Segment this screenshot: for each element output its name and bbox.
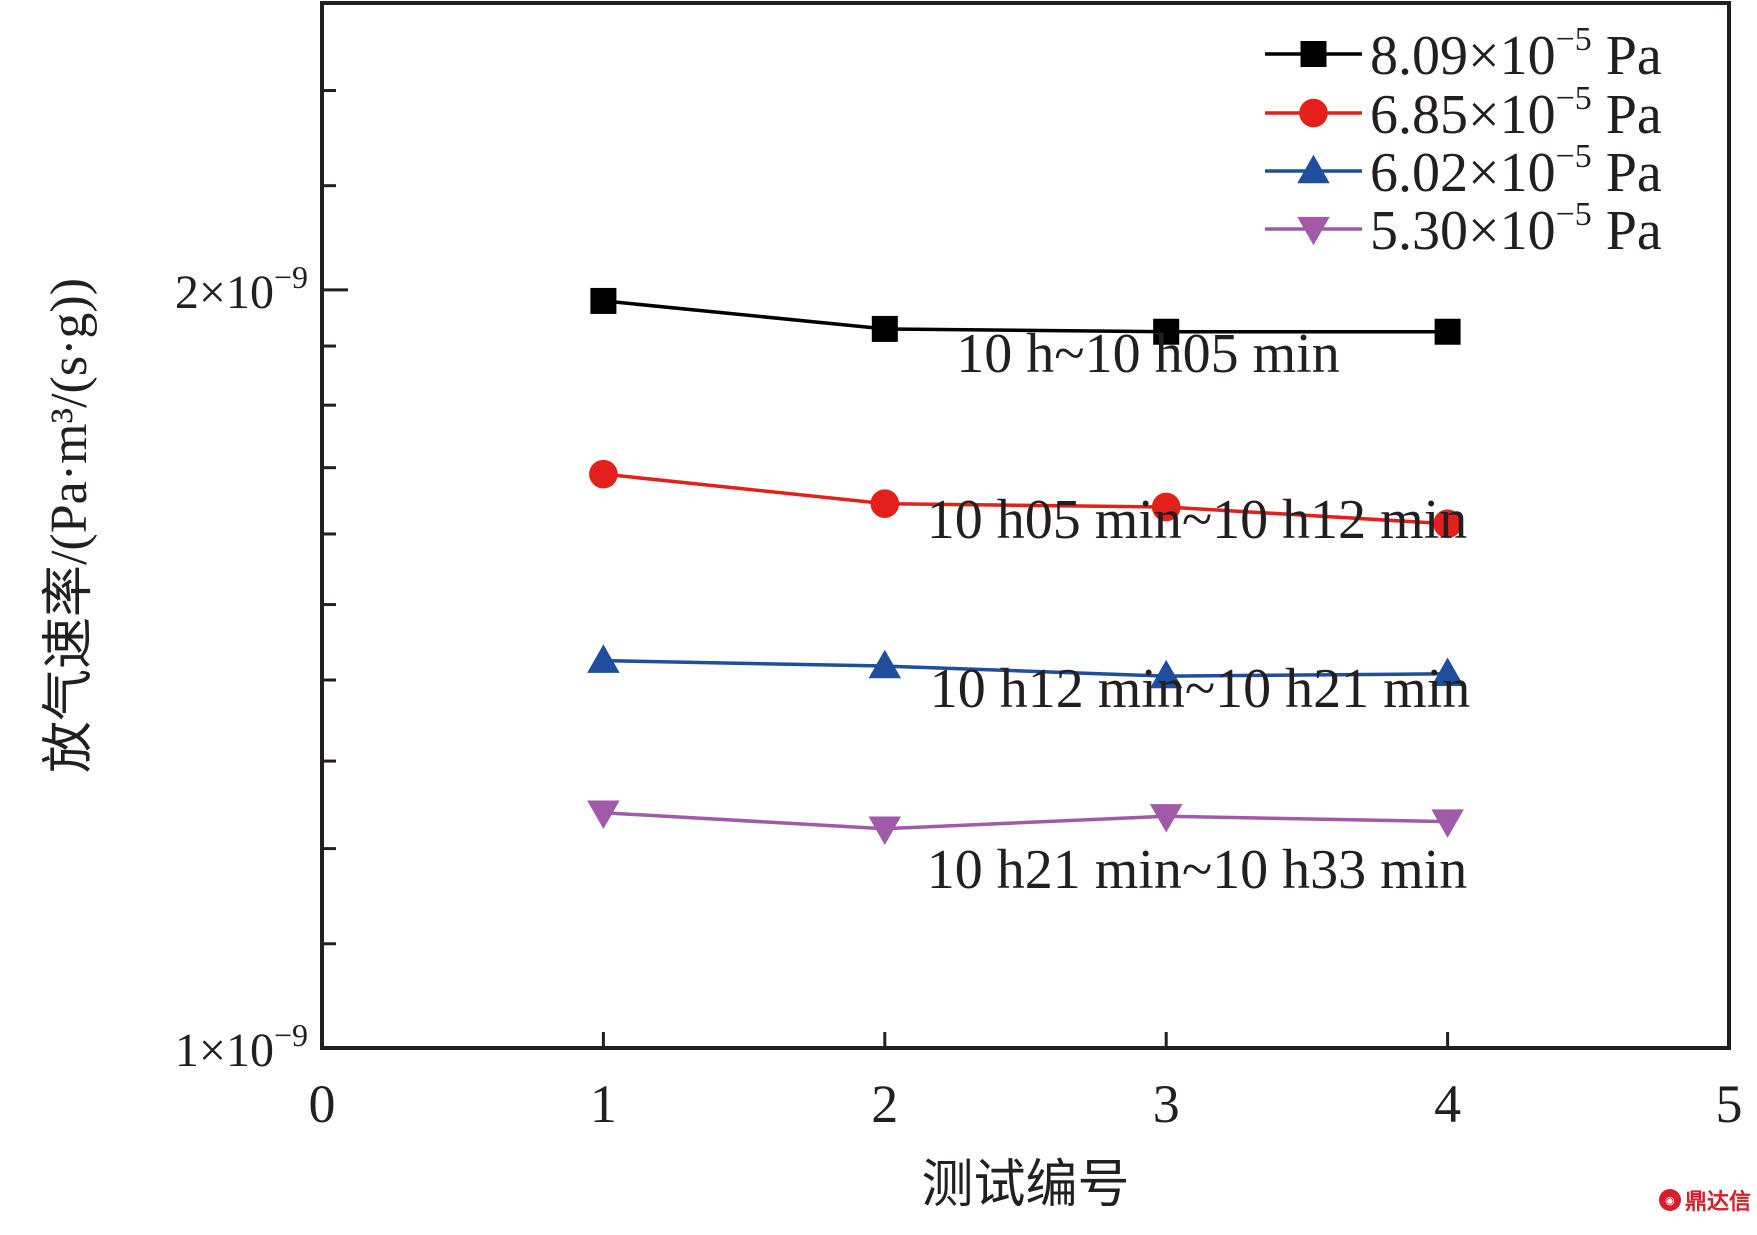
legend-label: 6.02×10−5 Pa bbox=[1370, 138, 1662, 204]
data-point bbox=[1151, 492, 1181, 522]
legend-label: 5.30×10−5 Pa bbox=[1370, 196, 1662, 262]
data-point bbox=[870, 489, 900, 518]
series-annotation: 10 h12 min~10 h21 min bbox=[930, 658, 1471, 720]
data-point bbox=[1431, 657, 1464, 686]
watermark: ◉ 鼎达信 bbox=[1658, 1184, 1751, 1216]
legend-label: 6.85×10−5 Pa bbox=[1370, 80, 1662, 146]
x-tick-label: 1 bbox=[590, 1074, 617, 1134]
data-point bbox=[587, 800, 620, 829]
data-point bbox=[590, 287, 617, 314]
data-point bbox=[1434, 318, 1461, 345]
legend-marker bbox=[1297, 216, 1330, 246]
legend-label: 8.09×10−5 Pa bbox=[1370, 21, 1662, 87]
series-line bbox=[603, 810, 1448, 831]
x-tick-label: 4 bbox=[1434, 1074, 1461, 1134]
data-point bbox=[1431, 809, 1464, 838]
series-line bbox=[603, 472, 1448, 526]
y-tick-label: 1×10−9 bbox=[175, 1017, 308, 1077]
data-point bbox=[868, 649, 902, 679]
logo-icon: ◉ bbox=[1658, 1189, 1681, 1211]
watermark-text: 鼎达信 bbox=[1684, 1190, 1751, 1215]
y-tick-label: 2×10−9 bbox=[175, 259, 308, 319]
x-tick-label: 2 bbox=[871, 1074, 898, 1134]
series-annotation: 10 h21 min~10 h33 min bbox=[927, 839, 1468, 901]
series-line bbox=[603, 658, 1448, 678]
x-axis-title: 测试编号 bbox=[921, 1157, 1129, 1214]
series-line bbox=[603, 299, 1448, 334]
x-tick-label: 5 bbox=[1716, 1074, 1743, 1134]
series-annotation: 10 h~10 h05 min bbox=[956, 323, 1339, 385]
data-point bbox=[1433, 509, 1462, 539]
data-point bbox=[589, 459, 618, 489]
data-point bbox=[1153, 318, 1180, 345]
x-tick-label: 0 bbox=[309, 1074, 336, 1134]
data-point bbox=[1149, 804, 1183, 833]
data-point bbox=[871, 315, 898, 342]
data-point bbox=[868, 816, 902, 845]
plot-frame bbox=[320, 1, 1731, 1050]
x-tick-label: 3 bbox=[1153, 1074, 1180, 1134]
legend-marker bbox=[1299, 98, 1328, 128]
data-point bbox=[1149, 659, 1183, 689]
legend-marker bbox=[1297, 154, 1330, 184]
series-annotation: 10 h05 min~10 h12 min bbox=[927, 489, 1468, 551]
y-axis-title: 放气速率/(Pa·m³/(s·g)) bbox=[41, 278, 98, 773]
legend-marker bbox=[1300, 41, 1327, 67]
data-point bbox=[587, 644, 620, 673]
